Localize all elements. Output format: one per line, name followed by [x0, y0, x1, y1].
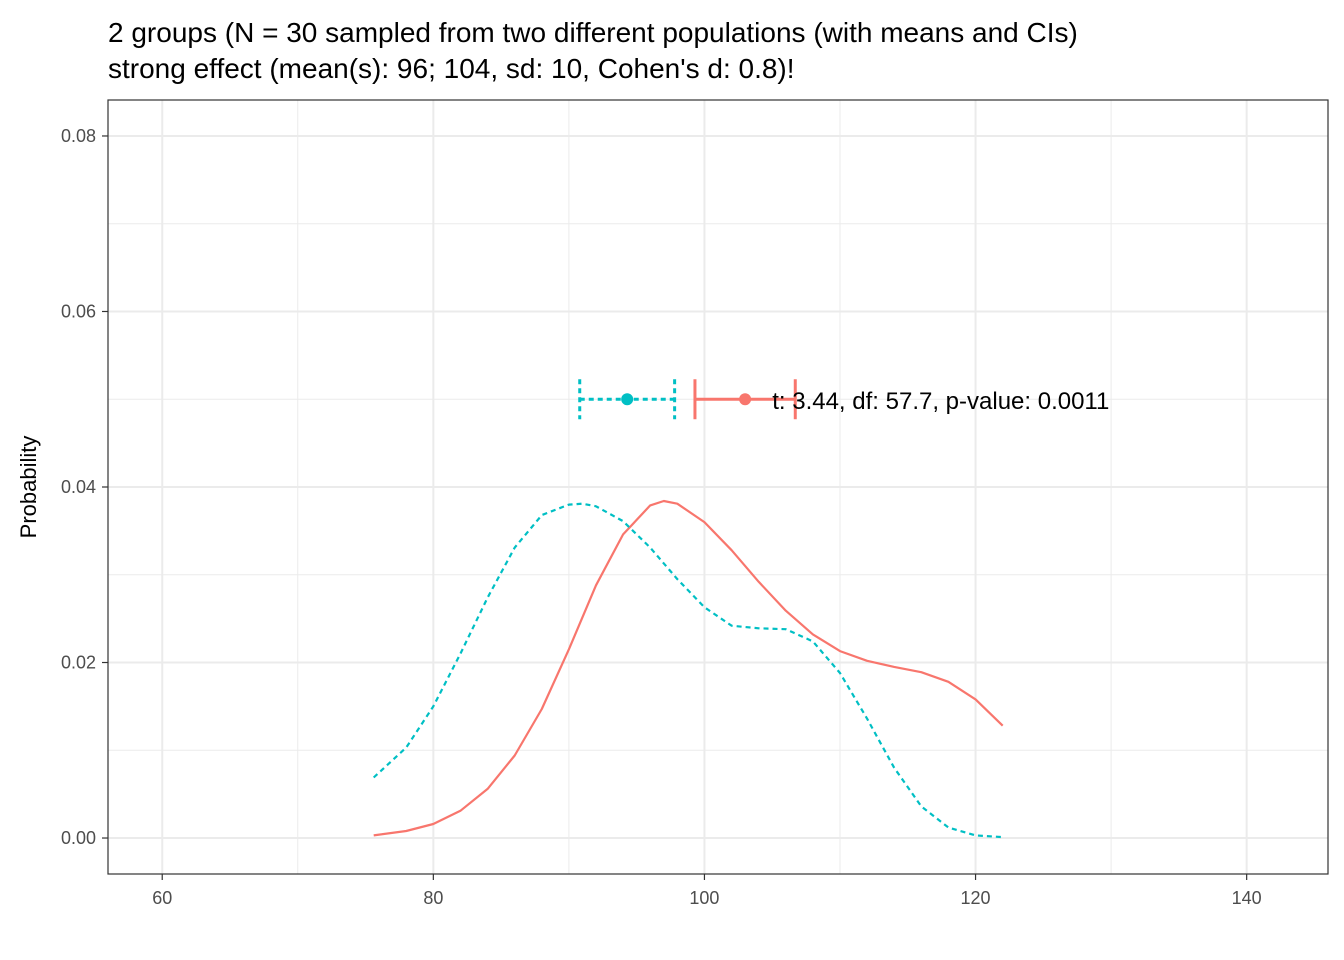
interval-2 [693, 379, 797, 420]
t-test-annotation: t: 3.44, df: 57.7, p-value: 0.0011 [772, 388, 1109, 415]
interval-1 [578, 379, 677, 420]
y-tick-label: 0.02 [61, 653, 96, 673]
chart-title-line-1: 2 groups (N = 30 sampled from two differ… [108, 17, 1078, 48]
y-tick-label: 0.00 [61, 828, 96, 848]
x-tick-label: 140 [1232, 888, 1262, 908]
x-axis: 60 80 100 120 140 [152, 874, 1262, 908]
interval-mean-point [621, 393, 634, 406]
x-tick-label: 100 [689, 888, 719, 908]
grid [108, 100, 1328, 874]
density-line-series-2 [372, 502, 1003, 839]
y-tick-label: 0.06 [61, 301, 96, 321]
x-tick-label: 80 [423, 888, 443, 908]
x-tick-label: 120 [961, 888, 991, 908]
y-axis: 0.00 0.02 0.04 0.06 0.08 [61, 126, 108, 848]
interval-layer [578, 379, 797, 420]
y-tick-label: 0.04 [61, 477, 96, 497]
interval-mean-point [739, 393, 752, 406]
y-axis-title: Probability [16, 436, 41, 539]
y-tick-label: 0.08 [61, 126, 96, 146]
x-tick-label: 60 [152, 888, 172, 908]
chart-title-line-2: strong effect (mean(s): 96; 104, sd: 10,… [108, 53, 795, 84]
series-layer [372, 499, 1004, 839]
density-line-series-1 [373, 499, 1004, 837]
